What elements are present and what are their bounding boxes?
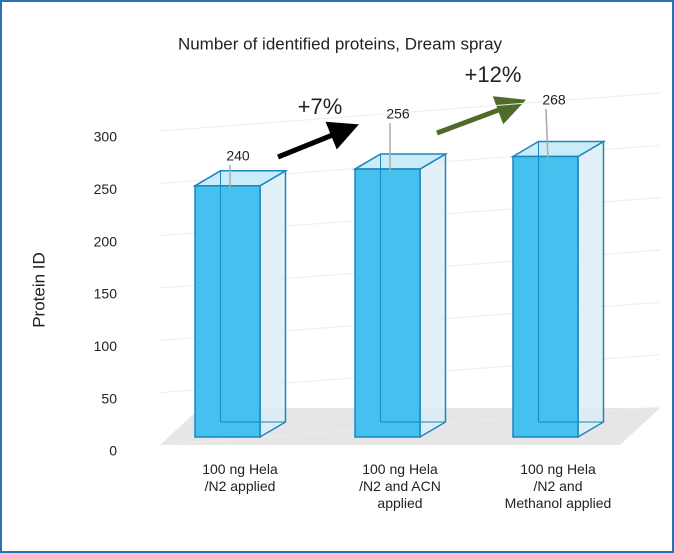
x-tick-label: 100 ng Hela/N2 and Methanol applied (505, 461, 612, 511)
value-label: 268 (542, 92, 566, 108)
bar-front (512, 155, 579, 438)
value-label: 256 (386, 106, 410, 122)
grid-line (159, 92, 661, 132)
bar-front (194, 185, 261, 438)
y-tick-label: 150 (94, 286, 118, 302)
y-axis-label: Protein ID (29, 252, 48, 328)
arrow (277, 121, 359, 160)
annotation: +12% (465, 62, 522, 87)
y-tick-label: 100 (94, 338, 118, 354)
bar-side (419, 152, 447, 439)
y-tick-label: 250 (94, 181, 118, 197)
annotation: +7% (298, 94, 343, 119)
x-tick-label: 100 ng Hela/N2 applied (202, 461, 278, 494)
bar (352, 152, 449, 439)
x-tick-label: 100 ng Hela/N2 and ACN applied (359, 461, 441, 511)
y-tick-label: 50 (101, 390, 117, 406)
y-tick-label: 300 (94, 129, 118, 145)
value-label: 240 (226, 148, 250, 164)
leader-line (545, 108, 549, 161)
bar-side (259, 169, 287, 439)
arrow (436, 96, 527, 136)
bar (510, 140, 607, 439)
bar-front (354, 168, 421, 438)
y-tick-label: 0 (109, 443, 117, 459)
chart-title: Number of identified proteins, Dream spr… (178, 34, 503, 53)
bar-side (577, 140, 605, 439)
bar (192, 169, 289, 439)
y-tick-label: 200 (94, 233, 118, 249)
